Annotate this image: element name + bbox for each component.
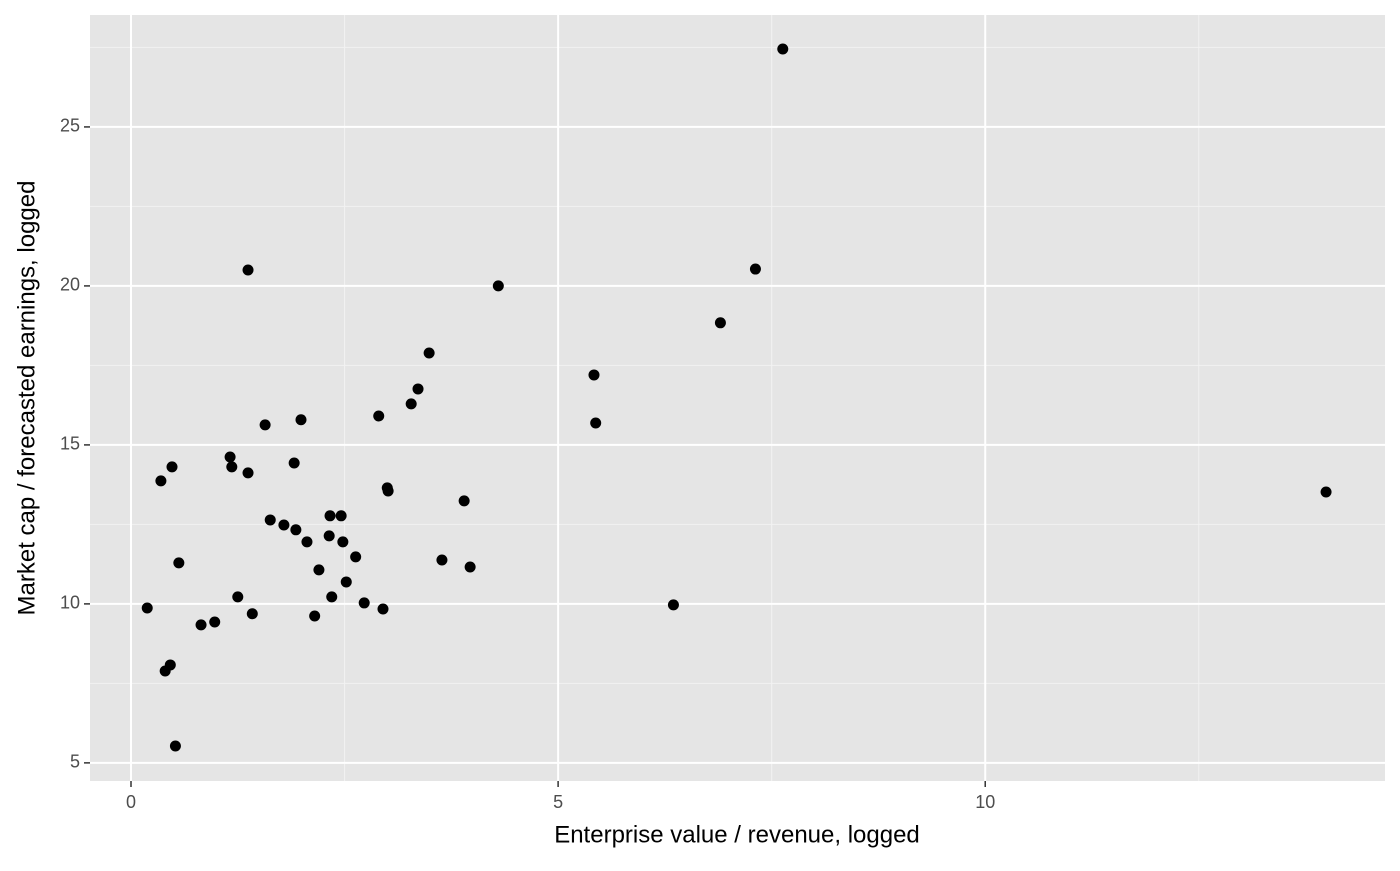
y-tick-label: 5 — [70, 752, 80, 772]
point — [777, 43, 789, 55]
point — [423, 347, 435, 359]
y-tick-label: 10 — [60, 593, 80, 613]
point — [324, 510, 336, 522]
point — [159, 665, 171, 677]
point — [290, 524, 302, 536]
point — [436, 554, 448, 566]
point — [173, 557, 185, 569]
point — [246, 608, 258, 620]
point — [350, 551, 362, 563]
point — [259, 419, 271, 431]
point — [232, 591, 244, 603]
y-tick-label: 25 — [60, 116, 80, 136]
point — [714, 317, 726, 329]
point — [464, 561, 476, 573]
point — [749, 263, 761, 275]
point — [209, 616, 221, 628]
y-axis-title: Market cap / forecasted earnings, logged — [13, 181, 40, 616]
x-tick-label: 0 — [126, 792, 136, 812]
point — [458, 495, 470, 507]
point — [301, 536, 313, 548]
point — [226, 461, 238, 473]
y-tick-label: 15 — [60, 434, 80, 454]
point — [166, 461, 178, 473]
point — [155, 475, 167, 487]
point — [264, 514, 276, 526]
x-axis-title: Enterprise value / revenue, logged — [554, 821, 920, 848]
point — [141, 602, 153, 614]
y-tick-label: 20 — [60, 275, 80, 295]
point — [224, 451, 236, 463]
point — [667, 599, 679, 611]
point — [335, 510, 347, 522]
point — [242, 264, 254, 276]
x-tick-label: 5 — [553, 792, 563, 812]
point — [590, 417, 602, 429]
point — [492, 280, 504, 292]
point — [340, 576, 352, 588]
point — [1320, 486, 1332, 498]
point — [278, 519, 290, 531]
point — [588, 369, 600, 381]
point — [169, 740, 181, 752]
x-tick-label: 10 — [975, 792, 995, 812]
point — [373, 410, 385, 422]
point — [405, 398, 417, 410]
point — [195, 619, 207, 631]
point — [295, 414, 307, 426]
point — [382, 485, 394, 497]
panel — [90, 15, 1385, 781]
point — [377, 603, 389, 615]
point — [313, 564, 325, 576]
point — [323, 530, 335, 542]
point — [242, 467, 254, 479]
point — [309, 610, 321, 622]
point — [337, 536, 349, 548]
point — [358, 597, 370, 609]
point — [288, 457, 300, 469]
point — [412, 383, 424, 395]
point — [326, 591, 338, 603]
